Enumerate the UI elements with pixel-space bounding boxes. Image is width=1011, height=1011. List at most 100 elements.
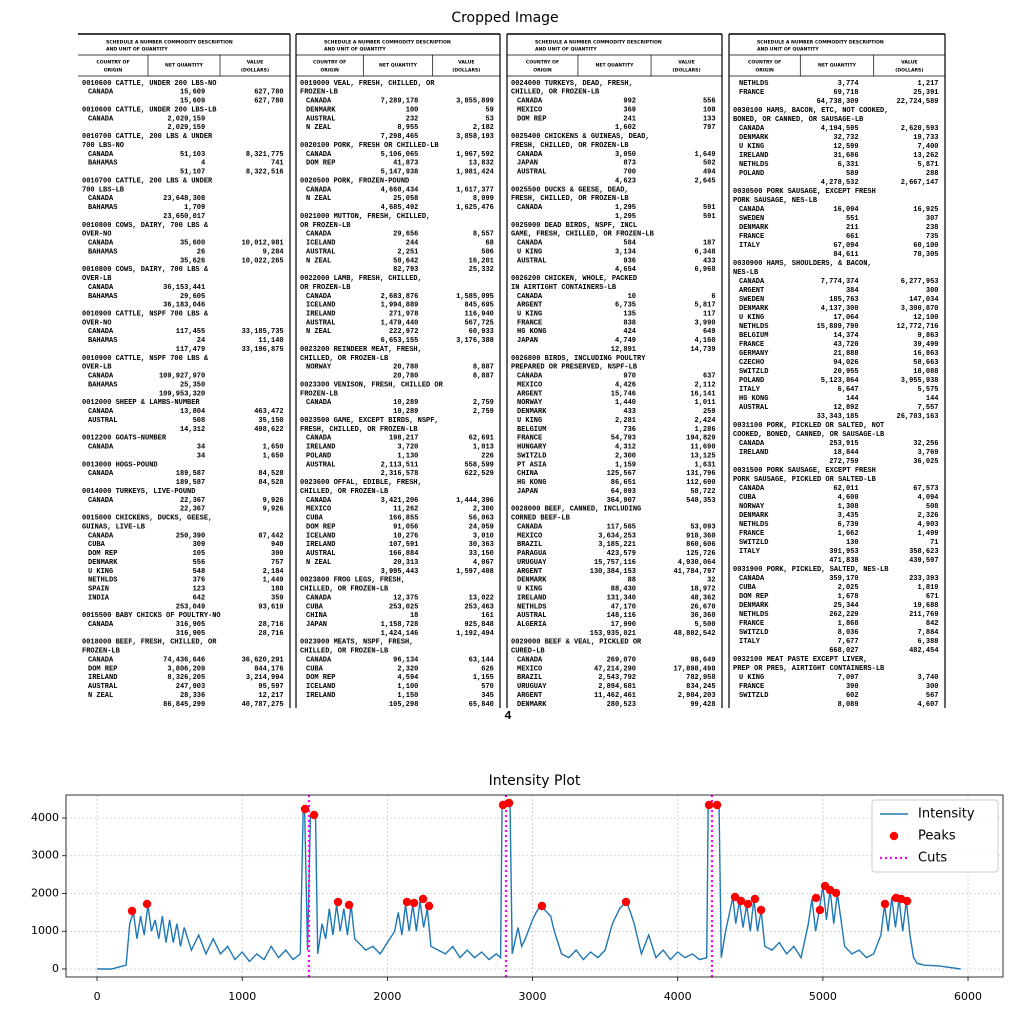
net-quantity: 6,331 [838, 161, 859, 169]
commodity-line: FROZEN-LB [82, 648, 121, 656]
net-quantity: 20,313 [393, 559, 418, 567]
value-dollars: 13,832 [469, 160, 494, 168]
commodity-line: 0012000 SHEEP & LAMBS-NUMBER [82, 399, 200, 407]
value-dollars: 36,620,291 [242, 656, 284, 664]
net-quantity: 508 [193, 417, 206, 425]
value-dollars: 506 [481, 248, 494, 256]
header-text: AND UNIT OF QUANTITY [757, 47, 819, 53]
commodity-line: CORNED BEEF-LB [511, 515, 571, 523]
country: CANADA [88, 115, 114, 123]
commodity-line: 0012200 GOATS-NUMBER [82, 435, 167, 443]
net-quantity: 244 [406, 240, 419, 248]
country: AUSTRAL [306, 248, 335, 256]
peak-point [880, 899, 890, 909]
net-quantity: 6,653,155 [381, 337, 419, 345]
country: POLAND [739, 170, 764, 178]
net-quantity: 7,289,178 [381, 98, 419, 106]
country: ARGENT [517, 302, 542, 310]
country: U KING [739, 314, 764, 322]
value-dollars: 116,940 [464, 311, 493, 319]
net-quantity: 4,194,595 [821, 125, 859, 133]
net-quantity: 970 [623, 373, 636, 381]
x-tick-label: 2000 [373, 990, 401, 1003]
net-quantity: 668,027 [829, 647, 858, 655]
value-dollars: 1,155 [473, 674, 494, 682]
value-dollars: 8,321,775 [246, 151, 284, 159]
value-dollars: 8,887 [473, 364, 494, 372]
value-dollars: 502 [703, 160, 716, 168]
country: CUBA [306, 665, 324, 673]
country: HG KONG [739, 395, 768, 403]
value-dollars: 58,663 [913, 359, 938, 367]
net-quantity: 2,025 [838, 584, 859, 592]
net-quantity: 125,567 [607, 470, 636, 478]
commodity-line: CHILLED, OR FROZEN-LB [300, 586, 389, 594]
commodity-line: FROZEN-LB [300, 89, 339, 97]
net-quantity: 2,316,578 [381, 470, 419, 478]
country: CANADA [739, 206, 765, 214]
country: IRELAND [88, 674, 117, 682]
value-dollars: 1,617,377 [456, 186, 494, 194]
net-quantity: 4,426 [615, 381, 636, 389]
net-quantity: 4 [201, 160, 205, 168]
commodity-line: 0026800 BIRDS, INCLUDING POULTRY [511, 355, 646, 363]
value-dollars: 19,733 [913, 134, 938, 142]
net-quantity: 602 [846, 692, 859, 700]
country: CANADA [88, 656, 114, 664]
country: AUSTRAL [306, 319, 335, 327]
net-quantity: 3,774 [838, 80, 859, 88]
country: CANADA [88, 373, 114, 381]
net-quantity: 661 [846, 233, 859, 241]
net-quantity: 1,678 [838, 593, 859, 601]
net-quantity: 33,343,185 [817, 413, 859, 421]
value-dollars: 844,176 [254, 665, 283, 673]
country: DENMARK [306, 106, 336, 114]
net-quantity: 4,749 [615, 337, 636, 345]
net-quantity: 130 [846, 539, 859, 547]
country: ALGERIA [517, 621, 547, 629]
country: DOM REP [306, 523, 335, 531]
commodity-line: 0023800 FROG LEGS, FRESH, [300, 577, 405, 585]
value-dollars: 33,196,875 [242, 346, 284, 354]
country: FRANCE [739, 341, 764, 349]
value-dollars: 3,176,388 [456, 337, 494, 345]
net-quantity: 873 [623, 160, 636, 168]
peak-point [333, 897, 343, 907]
value-dollars: 7,557 [918, 404, 939, 412]
country: DENMARK [739, 512, 769, 520]
value-dollars: 834,245 [686, 683, 715, 691]
value-dollars: 591 [703, 213, 716, 221]
value-dollars: 3,990 [695, 319, 716, 327]
value-dollars: 845,695 [464, 302, 493, 310]
net-quantity: 51,107 [180, 169, 205, 177]
country: DOM REP [739, 593, 768, 601]
value-dollars: 56,063 [469, 515, 494, 523]
net-quantity: 1,295 [615, 213, 636, 221]
value-dollars: 2,326 [918, 512, 939, 520]
y-tick-label: 0 [52, 962, 59, 975]
net-quantity: 117,455 [176, 328, 205, 336]
net-quantity: 1,709 [184, 204, 205, 212]
net-quantity: 3,634,253 [598, 532, 636, 540]
commodity-line: 0023600 OFFAL, EDIBLE, FRESH, [300, 479, 422, 487]
country: CANADA [88, 195, 114, 203]
commodity-line: 0023500 GAME, EXCEPT BIRDS, NSPF, [300, 417, 439, 425]
legend-label: Cuts [918, 851, 947, 866]
value-dollars: 1,192,494 [456, 630, 494, 638]
x-tick-label: 6000 [954, 990, 982, 1003]
header-text: VALUE [901, 60, 917, 66]
x-tick-label: 0 [94, 990, 101, 1003]
country: MEXICO [517, 665, 542, 673]
country: BELGIUM [739, 332, 768, 340]
country: CANADA [88, 151, 114, 159]
net-quantity: 1,295 [615, 204, 636, 212]
net-quantity: 2,251 [397, 248, 418, 256]
country: URUGUAY [517, 683, 547, 691]
commodity-line: 0010800 COWS, DAIRY, 700 LBS & [82, 222, 209, 230]
country: DENMARK [517, 701, 547, 709]
value-dollars: 147,034 [909, 296, 938, 304]
country: CANADA [88, 240, 114, 248]
net-quantity: 3,720 [397, 444, 418, 452]
net-quantity: 23,648,308 [163, 195, 205, 203]
value-dollars: 439,597 [909, 557, 938, 565]
